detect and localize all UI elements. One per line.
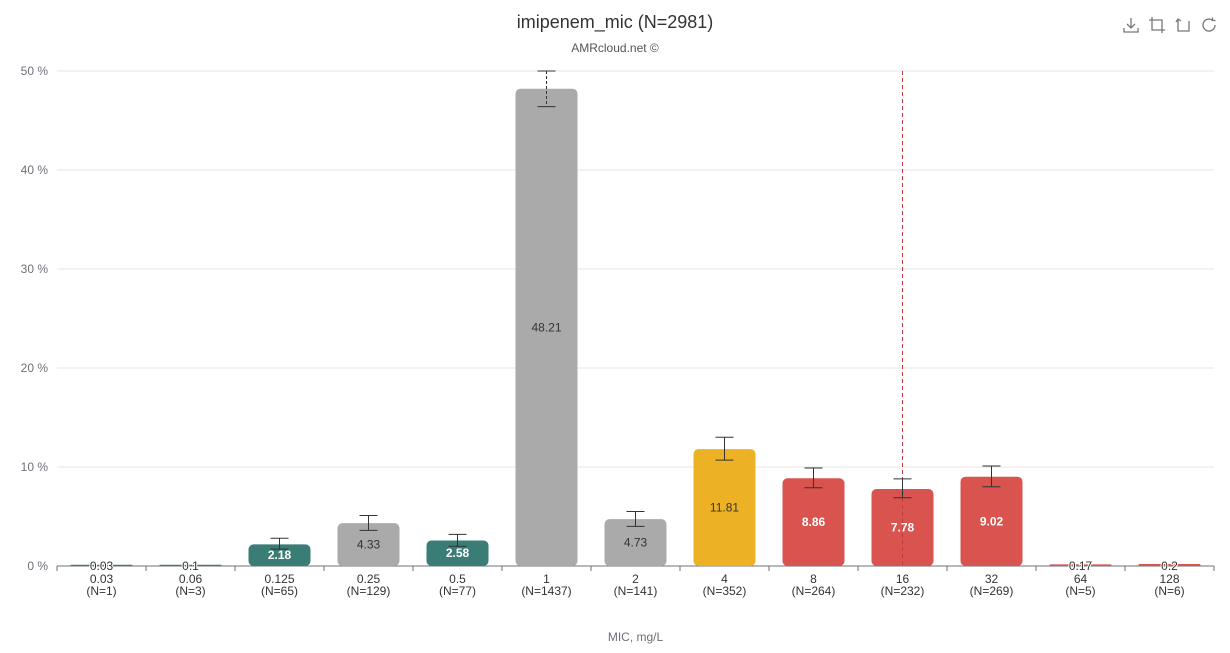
x-count-label: (N=129)	[347, 584, 391, 598]
value-label: 8.86	[802, 515, 826, 529]
x-tick-label: 128	[1159, 572, 1179, 586]
value-label: 0.2	[1161, 559, 1178, 573]
value-label: 0.1	[182, 559, 199, 573]
x-count-label: (N=3)	[175, 584, 205, 598]
download-icon[interactable]	[1122, 16, 1140, 34]
x-tick-label: 2	[632, 572, 639, 586]
bar-0.25	[337, 523, 400, 566]
x-count-label: (N=141)	[614, 584, 658, 598]
x-tick-label: 64	[1074, 572, 1088, 586]
bar-32	[960, 476, 1023, 566]
bar-64	[1049, 564, 1112, 566]
crop-reset-icon[interactable]	[1174, 16, 1192, 34]
bar-128	[1138, 564, 1201, 566]
y-tick-label: 40 %	[21, 163, 49, 177]
x-tick-label: 16	[896, 572, 910, 586]
y-tick-label: 50 %	[21, 64, 49, 78]
x-count-label: (N=269)	[970, 584, 1014, 598]
bar-0.03	[70, 564, 133, 566]
x-tick-label: 8	[810, 572, 817, 586]
bar-2	[604, 519, 667, 566]
chart-subtitle: AMRcloud.net ©	[571, 41, 659, 55]
x-count-label: (N=77)	[439, 584, 476, 598]
value-label: 0.17	[1069, 559, 1093, 573]
y-tick-label: 20 %	[21, 361, 49, 375]
x-tick-label: 1	[543, 572, 550, 586]
y-tick-label: 30 %	[21, 262, 49, 276]
x-tick-label: 0.5	[449, 572, 466, 586]
x-count-label: (N=232)	[881, 584, 925, 598]
x-tick-label: 0.03	[90, 572, 114, 586]
x-axis-title: MIC, mg/L	[608, 630, 664, 644]
value-label: 2.58	[446, 546, 470, 560]
x-count-label: (N=1437)	[521, 584, 571, 598]
value-label: 11.81	[710, 501, 739, 515]
crop-icon[interactable]	[1148, 16, 1166, 34]
bar-4	[693, 449, 756, 566]
value-label: 0.03	[90, 559, 114, 573]
value-label: 9.02	[980, 514, 1004, 528]
value-label: 4.73	[624, 536, 648, 550]
x-count-label: (N=65)	[261, 584, 298, 598]
y-tick-label: 0 %	[27, 559, 48, 573]
bar-0.06	[159, 564, 222, 566]
x-count-label: (N=264)	[792, 584, 836, 598]
bar-0.125	[248, 544, 311, 566]
x-tick-label: 0.25	[357, 572, 381, 586]
x-tick-label: 0.125	[264, 572, 294, 586]
value-label: 7.78	[891, 520, 915, 534]
value-label: 2.18	[268, 548, 292, 562]
bar-0.5	[426, 540, 489, 566]
x-count-label: (N=1)	[86, 584, 116, 598]
bar-8	[782, 478, 845, 566]
x-tick-label: 32	[985, 572, 999, 586]
x-count-label: (N=352)	[703, 584, 747, 598]
x-tick-label: 4	[721, 572, 728, 586]
x-count-label: (N=6)	[1154, 584, 1184, 598]
chart-toolbar	[1122, 16, 1218, 34]
refresh-icon[interactable]	[1200, 16, 1218, 34]
bar-1	[515, 88, 578, 566]
y-tick-label: 10 %	[21, 460, 49, 474]
chart-title: imipenem_mic (N=2981)	[516, 12, 714, 32]
x-tick-label: 0.06	[179, 572, 203, 586]
value-label: 48.21	[531, 320, 561, 334]
value-label: 4.33	[357, 538, 381, 552]
x-count-label: (N=5)	[1065, 584, 1095, 598]
